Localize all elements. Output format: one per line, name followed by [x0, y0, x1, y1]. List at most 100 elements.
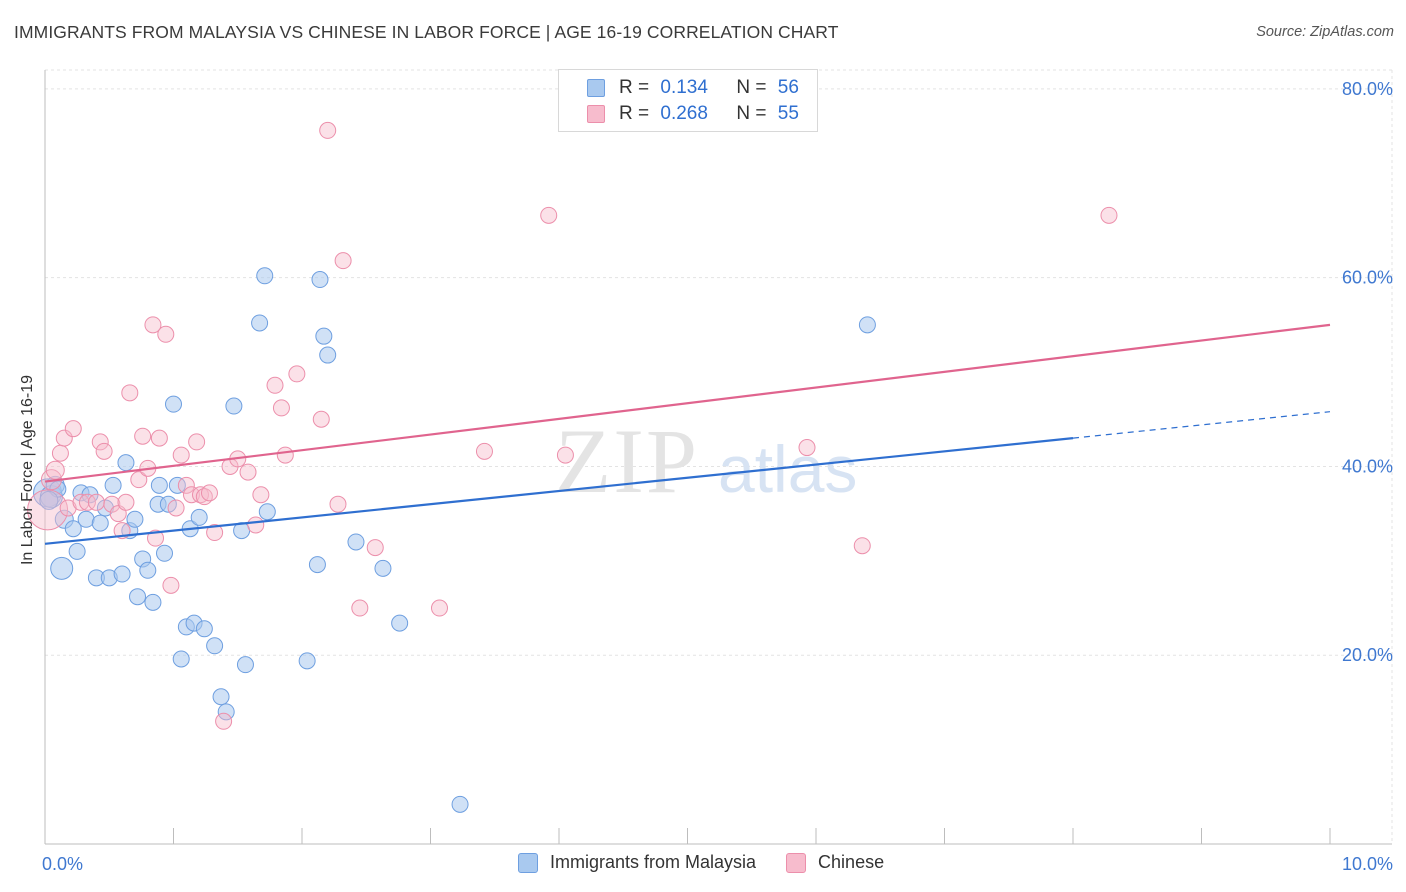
- source-credit: Source: ZipAtlas.com: [1256, 24, 1394, 40]
- chinese-point: [45, 460, 65, 480]
- malaysia-point: [298, 652, 316, 670]
- chinese-point: [247, 516, 265, 534]
- malaysia-point: [206, 637, 224, 655]
- chinese-trend-line: [44, 323, 1331, 483]
- chinese-point: [366, 539, 384, 557]
- legend-item-chinese: Chinese: [786, 852, 884, 873]
- malaysia-point: [315, 327, 333, 345]
- malaysia-point: [225, 397, 243, 415]
- n-value: 55: [777, 103, 799, 124]
- malaysia-legend-label: Immigrants from Malaysia: [550, 852, 757, 872]
- x-tick-label: 0.0%: [42, 854, 83, 874]
- chinese-point: [853, 537, 871, 555]
- series-chinese-points: [27, 121, 1118, 730]
- y-tick-label: 40.0%: [1342, 456, 1393, 476]
- r-label: R =: [619, 103, 650, 124]
- r-value: 0.268: [660, 103, 708, 124]
- malaysia-point: [64, 520, 82, 538]
- chinese-point: [157, 325, 175, 343]
- malaysia-point: [117, 454, 135, 472]
- chinese-point: [319, 121, 337, 139]
- malaysia-point: [77, 510, 95, 528]
- chinese-point: [272, 399, 290, 417]
- malaysia-point: [168, 476, 186, 494]
- chinese-point: [103, 495, 121, 513]
- tick-labels: 20.0% 40.0% 60.0% 80.0% 0.0% 10.0%: [42, 79, 1393, 874]
- r-value: 0.134: [660, 77, 708, 98]
- chinese-point: [312, 410, 330, 428]
- malaysia-point: [236, 656, 254, 674]
- y-tick-label: 60.0%: [1342, 268, 1393, 288]
- chinese-point: [27, 489, 69, 531]
- malaysia-trend-extension: [1072, 411, 1331, 439]
- legend-row-malaysia: R = 0.134 N = 56: [587, 76, 799, 100]
- chinese-point: [72, 493, 90, 511]
- malaysia-point: [347, 533, 365, 551]
- series-legend: Immigrants from Malaysia Chinese: [518, 852, 914, 873]
- zipatlas-watermark: ZIP atlas: [555, 410, 857, 512]
- chinese-point: [59, 499, 77, 517]
- malaysia-point: [258, 503, 276, 521]
- y-tick-label: 20.0%: [1342, 645, 1393, 665]
- malaysia-point: [172, 650, 190, 668]
- chinese-point: [276, 446, 294, 464]
- chinese-point: [172, 446, 190, 464]
- chinese-point: [51, 444, 69, 462]
- chinese-point: [95, 442, 113, 460]
- chinese-point: [334, 252, 352, 270]
- malaysia-point: [451, 795, 469, 813]
- malaysia-point: [391, 614, 409, 632]
- r-label: R =: [619, 77, 650, 98]
- malaysia-point: [217, 703, 235, 721]
- chinese-point: [200, 484, 218, 502]
- chinese-point: [239, 463, 257, 481]
- chinese-legend-label: Chinese: [818, 852, 885, 872]
- chinese-point: [55, 429, 73, 447]
- malaysia-point: [50, 556, 74, 580]
- n-label: N =: [736, 103, 767, 124]
- malaysia-point: [68, 542, 86, 560]
- malaysia-trend-line: [44, 437, 1074, 545]
- n-value: 56: [777, 77, 799, 98]
- chinese-swatch: [587, 105, 605, 123]
- chinese-point: [64, 420, 82, 438]
- legend-row-chinese: R = 0.268 N = 55: [587, 102, 799, 126]
- chinese-point: [556, 446, 574, 464]
- malaysia-point: [256, 267, 274, 285]
- malaysia-point: [212, 688, 230, 706]
- chinese-point: [87, 493, 105, 511]
- chinese-point: [91, 433, 109, 451]
- chinese-point: [206, 524, 224, 542]
- chinese-point: [188, 433, 206, 451]
- malaysia-point: [165, 395, 182, 413]
- chinese-point: [144, 316, 162, 334]
- malaysia-point: [91, 514, 109, 532]
- chinese-point: [177, 476, 195, 494]
- chinese-point: [1100, 206, 1118, 224]
- malaysia-point: [39, 490, 59, 510]
- malaysia-point: [104, 476, 122, 494]
- malaysia-point: [374, 559, 392, 577]
- chinese-point: [78, 493, 96, 511]
- malaysia-point: [113, 565, 131, 583]
- malaysia-point: [150, 476, 168, 494]
- watermark-atlas: atlas: [718, 432, 857, 506]
- malaysia-point: [251, 314, 269, 332]
- malaysia-point: [126, 510, 144, 528]
- watermark-zip: ZIP: [555, 410, 699, 512]
- y-axis-label: In Labor Force | Age 16-19: [19, 374, 36, 566]
- chinese-point: [147, 529, 165, 547]
- malaysia-point: [159, 495, 177, 513]
- malaysia-point: [308, 556, 326, 574]
- chinese-point: [798, 439, 816, 457]
- malaysia-point: [195, 620, 213, 638]
- series-malaysia-points: [33, 267, 876, 813]
- n-label: N =: [736, 77, 767, 98]
- trend-lines: [44, 323, 1331, 545]
- malaysia-point: [156, 544, 174, 562]
- chinese-point: [121, 384, 139, 402]
- chinese-point: [162, 576, 180, 594]
- malaysia-point: [144, 593, 162, 611]
- chinese-point: [130, 471, 148, 489]
